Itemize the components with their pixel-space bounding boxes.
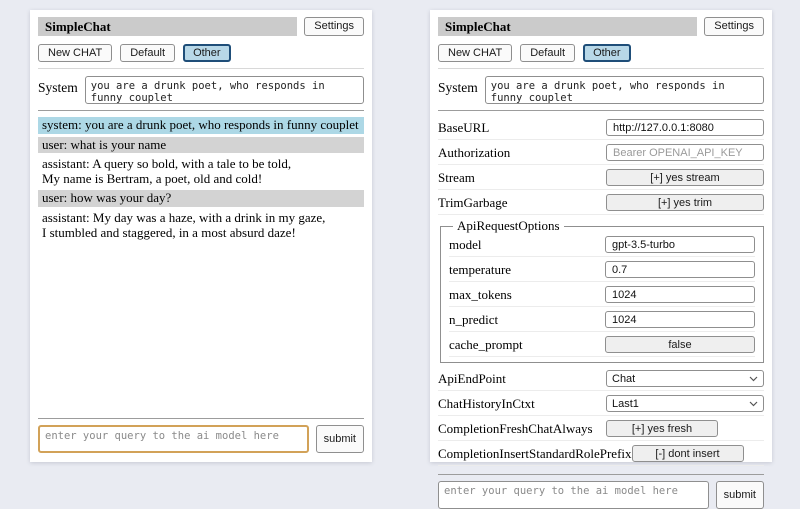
role-prefix-label: CompletionInsertStandardRolePrefix	[438, 445, 632, 461]
setting-row-authorization: Authorization	[438, 142, 764, 166]
temperature-label: temperature	[449, 261, 512, 277]
session-tab-other[interactable]: Other	[583, 44, 631, 63]
divider	[438, 110, 764, 112]
chat-panel: SimpleChat Settings New CHAT Default Oth…	[30, 10, 372, 462]
app-title: SimpleChat	[38, 17, 298, 36]
query-input[interactable]	[38, 425, 309, 453]
setting-row-n-predict: n_predict	[449, 309, 755, 333]
api-request-options-fieldset: ApiRequestOptions model temperature max_…	[440, 218, 764, 364]
model-label: model	[449, 236, 482, 252]
setting-row-api-endpoint: ApiEndPoint Chat	[438, 368, 764, 392]
chat-history-selected-value: Last1	[612, 397, 639, 410]
chat-message-user: user: how was your day?	[38, 190, 364, 208]
max-tokens-input[interactable]	[605, 286, 755, 304]
cache-prompt-label: cache_prompt	[449, 336, 523, 352]
trim-garbage-toggle-button[interactable]: [+] yes trim	[606, 194, 764, 212]
api-request-options-legend: ApiRequestOptions	[457, 218, 560, 234]
system-label: System	[438, 80, 478, 96]
authorization-label: Authorization	[438, 144, 511, 160]
baseurl-input[interactable]	[606, 119, 764, 137]
header: SimpleChat Settings	[38, 17, 364, 36]
api-endpoint-select[interactable]: Chat	[606, 370, 764, 388]
query-input[interactable]	[438, 481, 709, 509]
divider	[38, 68, 364, 70]
system-prompt-row: System you are a drunk poet, who respond…	[38, 76, 364, 105]
setting-row-chat-history: ChatHistoryInCtxt Last1	[438, 393, 764, 417]
stream-label: Stream	[438, 169, 475, 185]
submit-button[interactable]: submit	[315, 425, 364, 453]
api-endpoint-label: ApiEndPoint	[438, 370, 506, 386]
n-predict-label: n_predict	[449, 311, 499, 327]
chat-message-assistant: assistant: A query so bold, with a tale …	[42, 156, 292, 186]
chat-history-select[interactable]: Last1	[606, 395, 764, 413]
divider	[38, 110, 364, 112]
new-chat-button[interactable]: New CHAT	[38, 44, 113, 63]
session-tab-default[interactable]: Default	[120, 44, 176, 63]
role-prefix-control: [-] dont insert	[631, 445, 790, 463]
submit-button[interactable]: submit	[715, 481, 764, 509]
new-chat-button[interactable]: New CHAT	[438, 44, 513, 63]
authorization-input[interactable]	[606, 144, 764, 162]
max-tokens-label: max_tokens	[449, 286, 512, 302]
divider	[438, 474, 764, 476]
role-prefix-toggle-button[interactable]: [-] dont insert	[631, 445, 744, 463]
settings-list: BaseURL Authorization Stream [+] yes str…	[438, 117, 764, 468]
fresh-chat-label: CompletionFreshChatAlways	[438, 420, 593, 436]
chat-history-label: ChatHistoryInCtxt	[438, 395, 535, 411]
header: SimpleChat Settings	[438, 17, 764, 36]
setting-row-fresh-chat: CompletionFreshChatAlways [+] yes fresh	[438, 418, 764, 442]
chevron-down-icon	[749, 376, 758, 382]
session-tab-default[interactable]: Default	[520, 44, 576, 63]
session-buttons: New CHAT Default Other	[38, 44, 364, 63]
api-endpoint-selected-value: Chat	[612, 372, 636, 385]
model-input[interactable]	[605, 236, 755, 254]
chat-message-system: system: you are a drunk poet, who respon…	[38, 117, 364, 134]
temperature-input[interactable]	[605, 261, 755, 279]
session-buttons: New CHAT Default Other	[438, 44, 764, 63]
page: SimpleChat Settings New CHAT Default Oth…	[30, 10, 772, 509]
chat-log: system: you are a drunk poet, who respon…	[38, 117, 364, 244]
system-prompt-input[interactable]: you are a drunk poet, who responds in fu…	[84, 76, 364, 105]
app-title: SimpleChat	[438, 17, 698, 36]
setting-row-stream: Stream [+] yes stream	[438, 167, 764, 191]
fresh-chat-control: [+] yes fresh	[606, 420, 764, 438]
setting-row-role-prefix: CompletionInsertStandardRolePrefix [-] d…	[438, 443, 764, 467]
setting-row-baseurl: BaseURL	[438, 117, 764, 141]
chat-message-user: user: what is your name	[38, 136, 364, 154]
setting-row-model: model	[449, 234, 755, 258]
baseurl-label: BaseURL	[438, 119, 490, 135]
n-predict-input[interactable]	[605, 311, 755, 329]
fresh-chat-toggle-button[interactable]: [+] yes fresh	[606, 420, 718, 438]
divider	[438, 68, 764, 70]
setting-row-trim-garbage: TrimGarbage [+] yes trim	[438, 192, 764, 216]
settings-panel: SimpleChat Settings New CHAT Default Oth…	[430, 10, 772, 509]
system-label: System	[38, 80, 78, 96]
query-row: submit	[38, 425, 364, 453]
system-prompt-row: System you are a drunk poet, who respond…	[438, 76, 764, 105]
chevron-down-icon	[749, 401, 758, 407]
session-tab-other[interactable]: Other	[183, 44, 231, 63]
setting-row-max-tokens: max_tokens	[449, 284, 755, 308]
setting-row-cache-prompt: cache_prompt false	[449, 334, 755, 358]
settings-button[interactable]: Settings	[304, 17, 364, 36]
settings-button[interactable]: Settings	[704, 17, 764, 36]
setting-row-temperature: temperature	[449, 259, 755, 283]
query-row: submit	[438, 481, 764, 509]
chat-message-assistant: assistant: My day was a haze, with a dri…	[42, 210, 326, 240]
system-prompt-input[interactable]: you are a drunk poet, who responds in fu…	[484, 76, 764, 105]
cache-prompt-toggle-button[interactable]: false	[605, 336, 755, 354]
divider	[38, 418, 364, 419]
spacer	[38, 244, 364, 412]
trim-garbage-label: TrimGarbage	[438, 194, 508, 210]
stream-toggle-button[interactable]: [+] yes stream	[606, 169, 764, 187]
